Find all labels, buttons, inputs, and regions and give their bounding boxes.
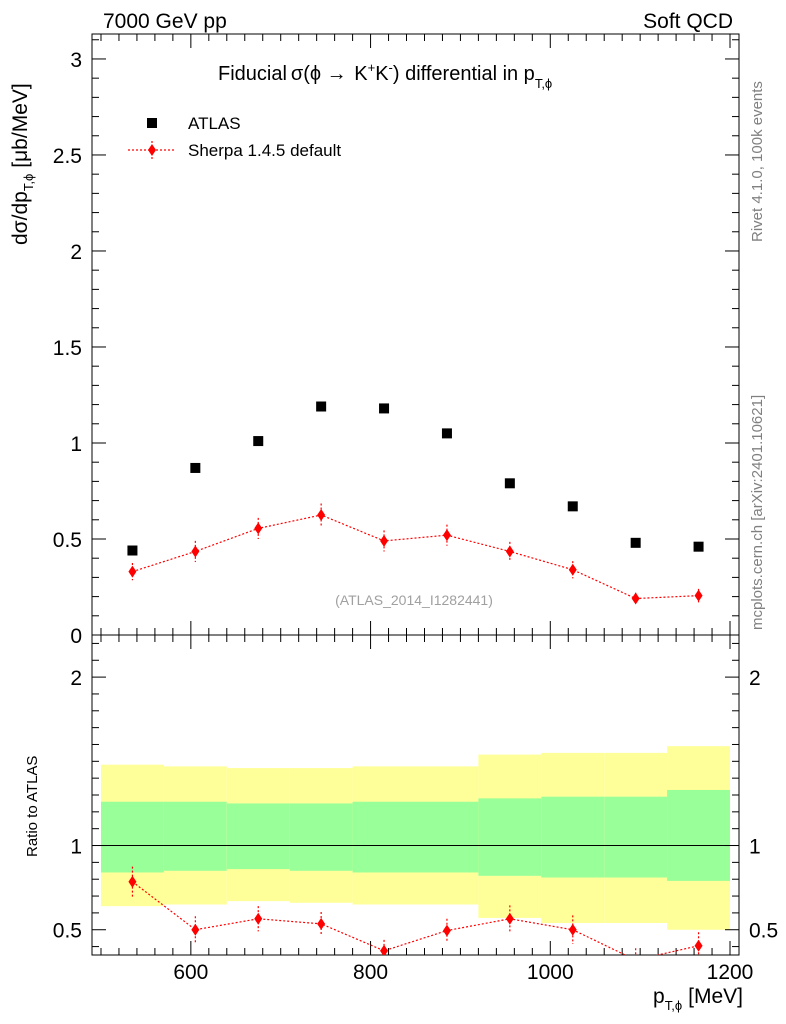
ratio-point [380,944,389,955]
ratio-point [254,912,263,925]
ratio-point [191,923,200,936]
main-y-label-unit: [μb/MeV] [9,83,32,167]
main-y-tick-label: 2 [70,241,82,264]
ratio-uncertainty-bands [100,746,731,930]
sherpa-series-line [132,514,699,600]
title-prefix: Fiducial [218,63,287,85]
plot-title: Fiducial σ(ϕ → K+K-) differential in pT,ϕ [218,60,552,91]
main-series-layer [127,401,704,605]
x-label-main: p [653,985,665,1008]
atlas-point [630,537,641,548]
sherpa-point [631,592,640,605]
main-y-label-main: dσ/dp [9,191,32,245]
ratio-band-inner-bin [226,803,290,870]
ratio-y-tick-label-right: 2 [749,667,761,690]
main-y-tick-label: 1.5 [53,337,82,360]
sherpa-point [568,563,577,576]
ratio-band-inner-bin [667,789,731,881]
main-y-axis: 0 0.5 1 1.5 2 2.5 3 [53,39,739,648]
ratio-y-axis: 0.5 0.5 1 1 2 2 [53,642,778,948]
ratio-y-tick-label-left: 2 [70,667,82,690]
sherpa-point [694,589,703,602]
sherpa-point [191,545,200,558]
x-label-sub: T,ϕ [665,998,682,1013]
atlas-point [693,541,704,552]
title-plus: + [368,60,376,75]
x-axis-label: pT,ϕ [MeV] [653,985,743,1013]
ratio-y-tick-label-left: 0.5 [53,920,82,943]
x-tick-label: 600 [173,961,208,984]
atlas-point [441,428,452,439]
main-y-tick-label: 3 [70,49,82,72]
ratio-band-inner-bin [478,798,542,876]
ratio-y-axis-label: Ratio to ATLAS [24,756,41,857]
sherpa-point [442,529,451,542]
atlas-point [253,436,264,447]
ratio-point [635,954,637,955]
legend-atlas-label: ATLAS [188,114,241,133]
sherpa-point [380,534,389,547]
title-k2: K [375,63,389,85]
ratio-band-inner-bin [604,796,668,878]
legend-sherpa-marker [148,144,156,156]
x-axis: 600 800 1000 1200 [100,34,754,984]
ratio-band-inner-bin [415,801,479,873]
ratio-y-tick-label-right: 0.5 [749,920,778,943]
legend-atlas-marker [147,118,157,128]
title-sigma: σ(ϕ → [291,63,352,85]
header-process-label: Soft QCD [643,10,733,33]
x-tick-label: 800 [353,961,388,984]
ratio-band-inner-bin [163,801,227,871]
ratio-series-layer [128,866,703,955]
legend-sherpa-label: Sherpa 1.4.5 default [188,141,341,160]
atlas-point [316,401,327,412]
sherpa-point [317,508,326,521]
atlas-point [127,545,138,556]
x-tick-label: 1000 [527,961,574,984]
title-suffix: ) differential in p [393,63,535,85]
ratio-band-inner-bin [100,801,164,873]
sherpa-point [254,522,263,535]
ratio-point [442,924,451,937]
atlas-point [567,501,578,512]
sherpa-point [505,545,514,558]
sherpa-point [128,565,137,578]
mcplots-credit-label: mcplots.cern.ch [arXiv:2401.10621] [749,395,766,630]
ratio-point [128,875,137,888]
main-y-tick-label: 2.5 [53,145,82,168]
ratio-y-tick-label-left: 1 [70,836,82,859]
ratio-point [568,923,577,936]
title-minus: - [389,60,393,75]
atlas-point [504,478,515,489]
main-y-tick-label: 0 [70,625,82,648]
ratio-band-inner-bin [289,803,353,871]
analysis-watermark: (ATLAS_2014_I1282441) [335,592,493,608]
main-y-axis-label: dσ/dpT,ϕ [μb/MeV] [9,83,36,245]
ratio-point [505,912,514,925]
ratio-y-tick-label-right: 1 [749,836,761,859]
atlas-point [379,403,390,414]
title-k1: K [354,63,368,85]
ratio-point [317,917,326,930]
header-energy-label: 7000 GeV pp [103,10,227,33]
ratio-point [694,939,703,952]
main-y-tick-label: 1 [70,433,82,456]
rivet-version-label: Rivet 4.1.0, 100k events [749,81,766,242]
x-tick-label: 1200 [707,961,754,984]
atlas-point [190,462,201,473]
ratio-band-inner-bin [541,796,605,878]
main-y-label-sub: T,ϕ [21,174,36,191]
title-subscript: T,ϕ [535,76,552,91]
x-label-unit: [MeV] [688,985,743,1008]
ratio-band-inner-bin [352,801,416,873]
main-y-tick-label: 0.5 [53,529,82,552]
